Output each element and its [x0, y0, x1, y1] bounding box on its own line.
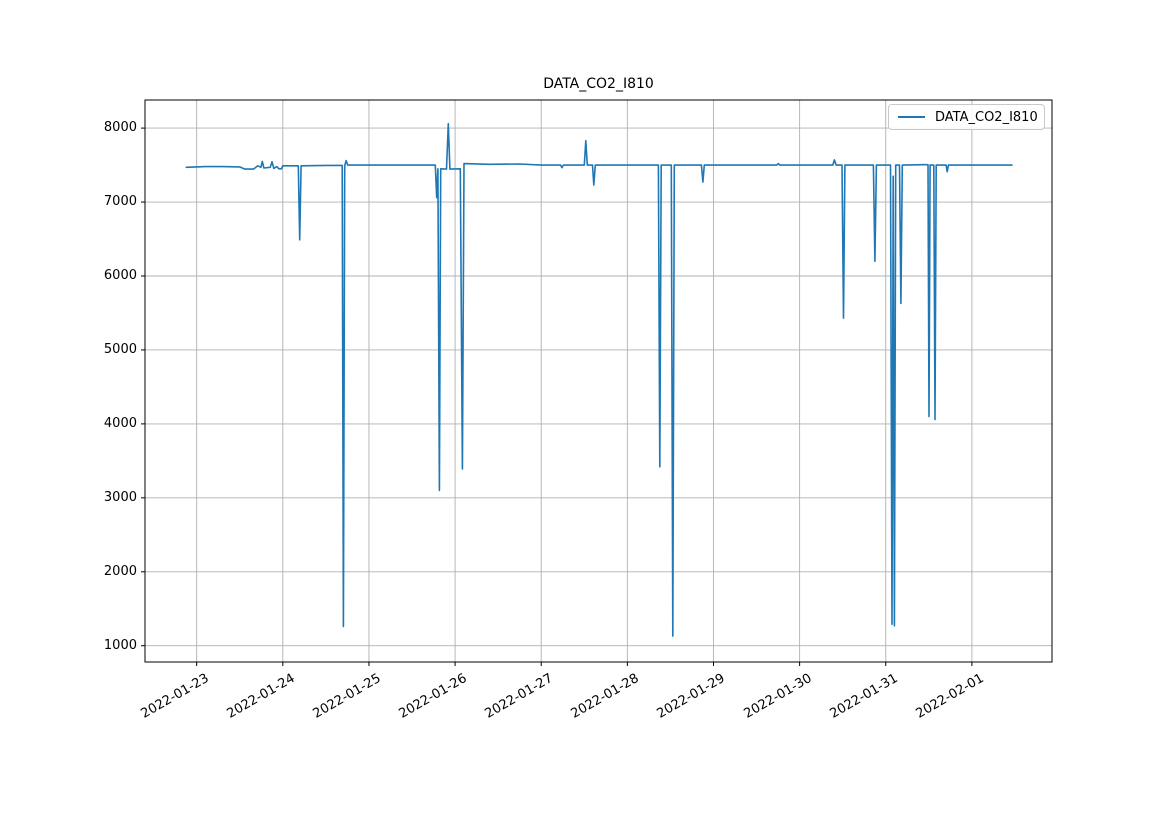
y-tick-label: 3000: [103, 489, 137, 505]
legend: DATA_CO2_I810: [888, 104, 1045, 130]
y-tick-label: 5000: [103, 341, 137, 357]
chart-title: DATA_CO2_I810: [543, 76, 654, 92]
y-tick-label: 8000: [103, 120, 137, 136]
y-tick-label: 7000: [103, 194, 137, 210]
y-tick-label: 6000: [103, 267, 137, 283]
y-tick-label: 1000: [103, 637, 137, 653]
y-tick-label: 4000: [103, 415, 137, 431]
legend-line-sample: [898, 116, 925, 118]
axes-frame: [144, 99, 1053, 663]
legend-label: DATA_CO2_I810: [935, 109, 1038, 125]
y-tick-label: 2000: [103, 563, 137, 579]
data-series-line: [185, 122, 1013, 637]
